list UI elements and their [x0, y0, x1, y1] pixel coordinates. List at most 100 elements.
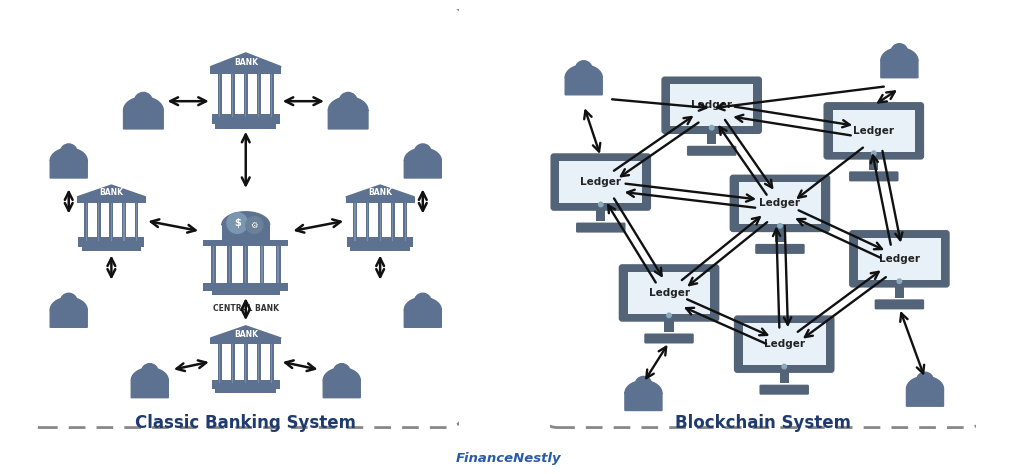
FancyBboxPatch shape [86, 203, 87, 241]
FancyBboxPatch shape [833, 110, 915, 152]
Circle shape [141, 364, 158, 380]
FancyBboxPatch shape [874, 300, 924, 310]
FancyBboxPatch shape [111, 203, 112, 241]
Circle shape [897, 279, 901, 283]
Text: Ledger: Ledger [760, 199, 801, 209]
FancyBboxPatch shape [644, 334, 694, 344]
Text: Ledger: Ledger [581, 177, 622, 187]
FancyBboxPatch shape [244, 73, 248, 118]
Text: BANK: BANK [233, 329, 258, 338]
Polygon shape [222, 212, 269, 225]
FancyBboxPatch shape [620, 265, 719, 321]
Circle shape [871, 151, 877, 155]
FancyBboxPatch shape [257, 73, 261, 118]
FancyBboxPatch shape [850, 231, 949, 287]
FancyBboxPatch shape [211, 246, 216, 283]
Circle shape [710, 126, 714, 130]
FancyBboxPatch shape [230, 73, 234, 118]
FancyBboxPatch shape [230, 344, 234, 383]
FancyBboxPatch shape [743, 323, 825, 365]
FancyBboxPatch shape [212, 380, 280, 389]
Polygon shape [329, 97, 368, 129]
Circle shape [227, 213, 248, 233]
Polygon shape [50, 298, 87, 328]
FancyBboxPatch shape [24, 5, 463, 428]
Circle shape [599, 202, 603, 207]
Circle shape [575, 61, 592, 77]
Circle shape [134, 92, 153, 110]
FancyBboxPatch shape [228, 246, 230, 283]
Text: Ledger: Ledger [879, 254, 920, 264]
FancyBboxPatch shape [346, 197, 415, 203]
Polygon shape [77, 185, 145, 197]
FancyBboxPatch shape [559, 161, 642, 203]
FancyBboxPatch shape [271, 73, 272, 118]
FancyBboxPatch shape [735, 316, 834, 372]
FancyBboxPatch shape [258, 344, 259, 383]
Circle shape [635, 376, 652, 393]
FancyBboxPatch shape [245, 73, 247, 118]
FancyBboxPatch shape [245, 246, 247, 283]
FancyBboxPatch shape [210, 67, 282, 73]
Circle shape [246, 217, 263, 233]
FancyBboxPatch shape [244, 246, 248, 283]
FancyBboxPatch shape [219, 344, 220, 383]
FancyBboxPatch shape [222, 225, 269, 240]
FancyBboxPatch shape [577, 223, 626, 233]
Text: $: $ [233, 218, 241, 228]
FancyBboxPatch shape [210, 338, 282, 344]
FancyBboxPatch shape [269, 73, 273, 118]
FancyBboxPatch shape [380, 203, 381, 241]
FancyBboxPatch shape [779, 370, 788, 383]
FancyBboxPatch shape [227, 246, 231, 283]
Polygon shape [404, 148, 441, 178]
FancyBboxPatch shape [858, 238, 941, 280]
FancyBboxPatch shape [366, 203, 370, 241]
Text: Ledger: Ledger [853, 126, 894, 136]
Polygon shape [210, 53, 282, 67]
Text: FinanceNestly: FinanceNestly [456, 452, 562, 465]
Circle shape [782, 365, 786, 369]
Polygon shape [124, 97, 163, 129]
Circle shape [60, 293, 77, 310]
FancyBboxPatch shape [760, 385, 809, 395]
FancyBboxPatch shape [245, 344, 247, 383]
FancyBboxPatch shape [378, 203, 382, 241]
FancyBboxPatch shape [775, 229, 784, 242]
FancyBboxPatch shape [367, 203, 369, 241]
FancyBboxPatch shape [212, 288, 280, 295]
Circle shape [777, 224, 782, 228]
Text: Ledger: Ledger [648, 288, 689, 298]
FancyBboxPatch shape [687, 146, 736, 156]
FancyBboxPatch shape [671, 84, 753, 126]
Circle shape [667, 313, 672, 318]
FancyBboxPatch shape [213, 246, 214, 283]
FancyBboxPatch shape [203, 283, 289, 291]
FancyBboxPatch shape [347, 237, 414, 246]
FancyBboxPatch shape [136, 203, 137, 241]
Circle shape [334, 364, 350, 380]
FancyBboxPatch shape [350, 245, 410, 251]
Circle shape [415, 293, 431, 310]
FancyBboxPatch shape [756, 244, 805, 254]
FancyBboxPatch shape [271, 344, 272, 383]
FancyBboxPatch shape [215, 123, 276, 129]
FancyBboxPatch shape [218, 73, 222, 118]
Text: Ledger: Ledger [691, 100, 732, 110]
FancyBboxPatch shape [551, 154, 650, 210]
Text: BANK: BANK [99, 189, 123, 198]
FancyBboxPatch shape [258, 73, 259, 118]
FancyBboxPatch shape [392, 203, 393, 241]
FancyBboxPatch shape [77, 197, 145, 203]
FancyBboxPatch shape [219, 73, 220, 118]
FancyBboxPatch shape [275, 246, 281, 283]
FancyBboxPatch shape [541, 5, 985, 428]
Polygon shape [565, 65, 602, 95]
FancyBboxPatch shape [596, 208, 605, 221]
FancyBboxPatch shape [244, 344, 248, 383]
FancyBboxPatch shape [218, 344, 222, 383]
Polygon shape [324, 368, 360, 398]
FancyBboxPatch shape [122, 203, 126, 241]
FancyBboxPatch shape [278, 246, 279, 283]
Polygon shape [131, 368, 168, 398]
